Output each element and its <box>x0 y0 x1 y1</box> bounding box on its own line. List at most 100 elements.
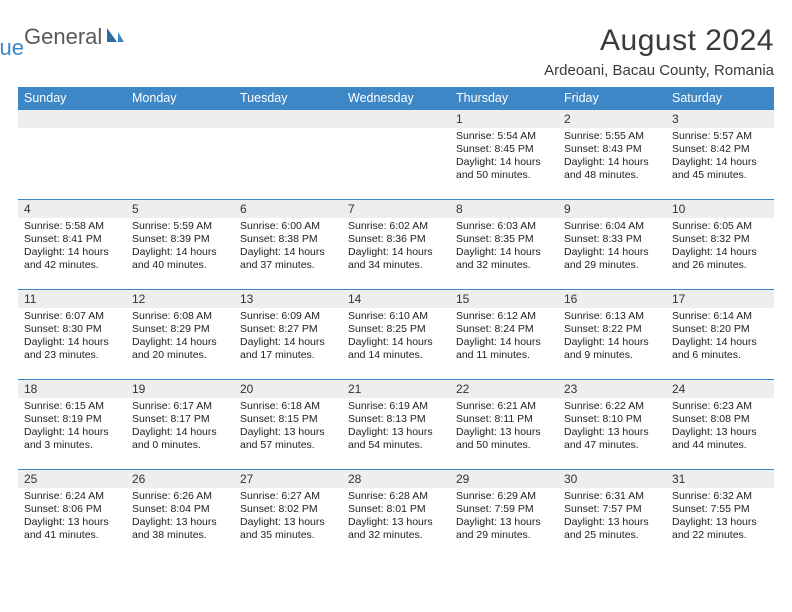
day-number: 15 <box>450 290 558 308</box>
day-line: Sunrise: 6:23 AM <box>672 400 770 413</box>
day-line: and 26 minutes. <box>672 259 770 272</box>
day-line: Sunset: 8:15 PM <box>240 413 338 426</box>
day-body <box>126 128 234 188</box>
day-line: and 25 minutes. <box>564 529 662 542</box>
day-line: Daylight: 14 hours <box>672 156 770 169</box>
day-line: Sunset: 8:42 PM <box>672 143 770 156</box>
day-line: Daylight: 14 hours <box>132 246 230 259</box>
calendar-cell: 13Sunrise: 6:09 AMSunset: 8:27 PMDayligh… <box>234 290 342 380</box>
day-line: Sunrise: 6:07 AM <box>24 310 122 323</box>
day-line: and 57 minutes. <box>240 439 338 452</box>
day-line: Sunset: 8:17 PM <box>132 413 230 426</box>
day-body: Sunrise: 6:13 AMSunset: 8:22 PMDaylight:… <box>558 308 666 367</box>
day-line: Sunrise: 6:03 AM <box>456 220 554 233</box>
day-line: Sunrise: 6:28 AM <box>348 490 446 503</box>
calendar-cell: 30Sunrise: 6:31 AMSunset: 7:57 PMDayligh… <box>558 470 666 560</box>
day-line: Daylight: 13 hours <box>456 426 554 439</box>
day-number: 11 <box>18 290 126 308</box>
day-line: Sunset: 8:22 PM <box>564 323 662 336</box>
calendar-cell: 17Sunrise: 6:14 AMSunset: 8:20 PMDayligh… <box>666 290 774 380</box>
day-body: Sunrise: 6:19 AMSunset: 8:13 PMDaylight:… <box>342 398 450 457</box>
day-line: Daylight: 14 hours <box>564 246 662 259</box>
day-line: Sunset: 8:29 PM <box>132 323 230 336</box>
day-line: Sunset: 8:06 PM <box>24 503 122 516</box>
day-number: 24 <box>666 380 774 398</box>
day-line: and 23 minutes. <box>24 349 122 362</box>
day-line: Sunset: 8:30 PM <box>24 323 122 336</box>
day-line: Daylight: 13 hours <box>348 426 446 439</box>
day-number <box>234 110 342 128</box>
brand-part2: Blue <box>0 35 24 61</box>
day-line: Sunset: 7:59 PM <box>456 503 554 516</box>
brand-part1: General <box>24 24 102 50</box>
day-number: 14 <box>342 290 450 308</box>
day-body: Sunrise: 6:29 AMSunset: 7:59 PMDaylight:… <box>450 488 558 547</box>
day-line: Sunrise: 6:31 AM <box>564 490 662 503</box>
day-line: Daylight: 13 hours <box>240 426 338 439</box>
day-line: Daylight: 13 hours <box>132 516 230 529</box>
calendar-cell: 11Sunrise: 6:07 AMSunset: 8:30 PMDayligh… <box>18 290 126 380</box>
calendar-cell: 24Sunrise: 6:23 AMSunset: 8:08 PMDayligh… <box>666 380 774 470</box>
calendar-body: 1Sunrise: 5:54 AMSunset: 8:45 PMDaylight… <box>18 110 774 560</box>
day-line: Sunset: 8:01 PM <box>348 503 446 516</box>
day-line: and 11 minutes. <box>456 349 554 362</box>
day-line: and 38 minutes. <box>132 529 230 542</box>
day-line: and 0 minutes. <box>132 439 230 452</box>
day-number: 4 <box>18 200 126 218</box>
calendar-cell: 21Sunrise: 6:19 AMSunset: 8:13 PMDayligh… <box>342 380 450 470</box>
day-number: 27 <box>234 470 342 488</box>
day-number: 6 <box>234 200 342 218</box>
day-line: Sunset: 8:08 PM <box>672 413 770 426</box>
day-line: Sunset: 8:02 PM <box>240 503 338 516</box>
day-body: Sunrise: 5:54 AMSunset: 8:45 PMDaylight:… <box>450 128 558 187</box>
day-line: Sunset: 8:39 PM <box>132 233 230 246</box>
day-line: Sunset: 8:04 PM <box>132 503 230 516</box>
weekday-header: Thursday <box>450 87 558 110</box>
calendar-cell: 25Sunrise: 6:24 AMSunset: 8:06 PMDayligh… <box>18 470 126 560</box>
day-line: Sunrise: 6:08 AM <box>132 310 230 323</box>
day-number: 10 <box>666 200 774 218</box>
day-number: 18 <box>18 380 126 398</box>
weekday-header: Saturday <box>666 87 774 110</box>
calendar-cell: 23Sunrise: 6:22 AMSunset: 8:10 PMDayligh… <box>558 380 666 470</box>
day-line: Sunset: 8:20 PM <box>672 323 770 336</box>
day-line: Sunrise: 6:00 AM <box>240 220 338 233</box>
calendar-cell: 26Sunrise: 6:26 AMSunset: 8:04 PMDayligh… <box>126 470 234 560</box>
day-line: and 6 minutes. <box>672 349 770 362</box>
day-line: Sunrise: 6:13 AM <box>564 310 662 323</box>
title-block: August 2024 Ardeoani, Bacau County, Roma… <box>544 24 774 79</box>
page-title: August 2024 <box>544 24 774 58</box>
day-line: Daylight: 14 hours <box>672 336 770 349</box>
day-body: Sunrise: 6:15 AMSunset: 8:19 PMDaylight:… <box>18 398 126 457</box>
weekday-row: SundayMondayTuesdayWednesdayThursdayFrid… <box>18 87 774 110</box>
day-line: and 29 minutes. <box>456 529 554 542</box>
day-number: 8 <box>450 200 558 218</box>
calendar-cell: 10Sunrise: 6:05 AMSunset: 8:32 PMDayligh… <box>666 200 774 290</box>
day-number: 9 <box>558 200 666 218</box>
calendar-cell <box>126 110 234 200</box>
day-line: Sunrise: 5:57 AM <box>672 130 770 143</box>
day-line: Daylight: 13 hours <box>348 516 446 529</box>
day-body: Sunrise: 6:09 AMSunset: 8:27 PMDaylight:… <box>234 308 342 367</box>
calendar-cell <box>234 110 342 200</box>
calendar-cell <box>18 110 126 200</box>
day-line: Sunset: 8:35 PM <box>456 233 554 246</box>
weekday-header: Friday <box>558 87 666 110</box>
day-number <box>342 110 450 128</box>
weekday-header: Tuesday <box>234 87 342 110</box>
day-body: Sunrise: 6:28 AMSunset: 8:01 PMDaylight:… <box>342 488 450 547</box>
day-body: Sunrise: 6:14 AMSunset: 8:20 PMDaylight:… <box>666 308 774 367</box>
day-line: Sunrise: 6:17 AM <box>132 400 230 413</box>
day-line: and 22 minutes. <box>672 529 770 542</box>
day-line: and 40 minutes. <box>132 259 230 272</box>
day-line: Daylight: 14 hours <box>348 336 446 349</box>
brand-logo: General Blue <box>18 24 125 50</box>
day-line: Daylight: 14 hours <box>456 156 554 169</box>
day-line: Sunrise: 6:26 AM <box>132 490 230 503</box>
day-line: Daylight: 14 hours <box>24 246 122 259</box>
day-number: 1 <box>450 110 558 128</box>
calendar-week-row: 25Sunrise: 6:24 AMSunset: 8:06 PMDayligh… <box>18 470 774 560</box>
calendar-cell: 31Sunrise: 6:32 AMSunset: 7:55 PMDayligh… <box>666 470 774 560</box>
day-line: Sunrise: 6:02 AM <box>348 220 446 233</box>
day-line: Sunset: 8:45 PM <box>456 143 554 156</box>
